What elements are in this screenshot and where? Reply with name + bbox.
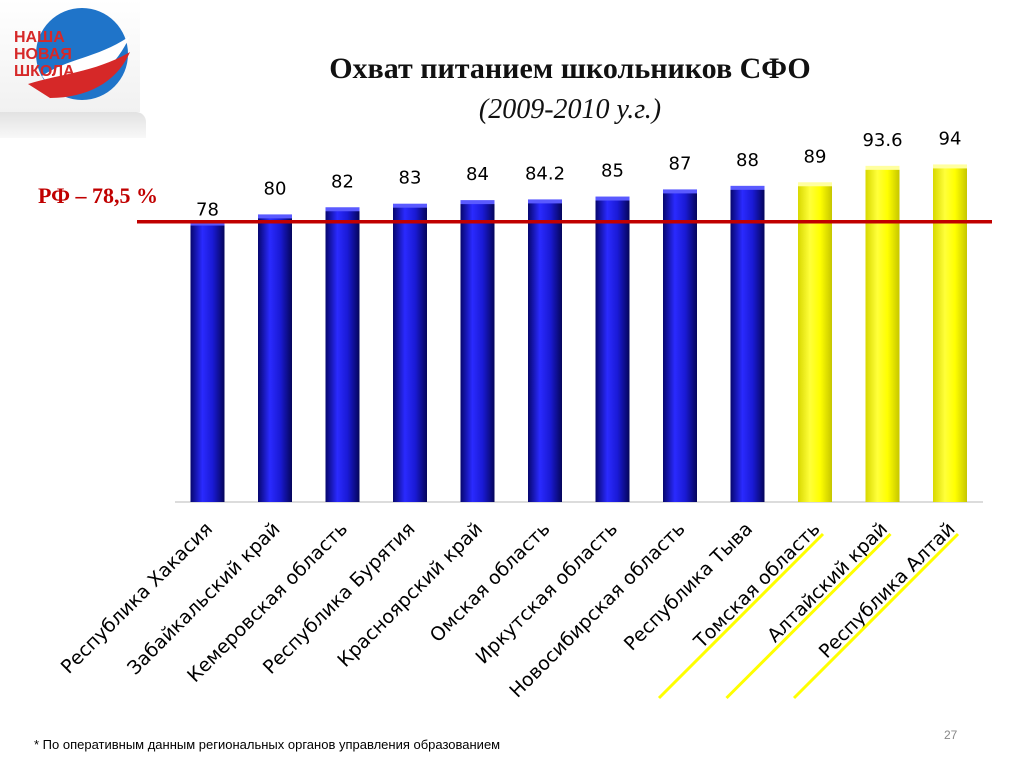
bar-cap-11 — [865, 165, 900, 170]
value-label: 78 — [196, 200, 219, 221]
chart-subtitle: (2009-2010 у.г.) — [478, 94, 662, 125]
bar-2 — [258, 216, 292, 502]
bar-cap-9 — [730, 185, 765, 190]
bar-5 — [460, 202, 495, 502]
logo-line-3: ШКОЛА — [14, 63, 75, 80]
bar-cap-1 — [190, 221, 225, 226]
bar-6 — [528, 201, 562, 502]
logo-line-2: НОВАЯ — [14, 46, 72, 63]
value-label: 87 — [669, 153, 692, 174]
bar-cap-3 — [325, 207, 360, 212]
value-label: 89 — [804, 146, 827, 167]
value-label: 88 — [736, 150, 759, 171]
bar-10 — [798, 184, 832, 502]
page-number: 27 — [944, 728, 958, 742]
bar-cap-2 — [258, 214, 292, 219]
bar-4 — [393, 205, 427, 502]
bar-cap-8 — [663, 189, 697, 194]
bar-cap-12 — [933, 164, 967, 169]
value-label: 84 — [466, 164, 489, 185]
highlight-underline — [792, 532, 960, 700]
value-label: 80 — [264, 178, 287, 199]
value-label: 83 — [399, 168, 422, 189]
category-label: Томская область — [689, 518, 824, 653]
bar-3 — [325, 209, 360, 502]
value-label: 85 — [601, 161, 624, 182]
bar-cap-10 — [798, 182, 832, 187]
bar-1 — [190, 223, 225, 503]
bar-7 — [595, 198, 630, 503]
value-label: 82 — [331, 171, 354, 192]
category-label: Республика Алтай — [815, 518, 960, 663]
category-label: Алтайский край — [763, 518, 892, 647]
bar-cap-6 — [528, 199, 562, 204]
value-label: 94 — [939, 128, 962, 149]
category-label: Республика Тыва — [620, 518, 757, 655]
nasha-novaya-shkola-logo: НАША НОВАЯ ШКОЛА — [14, 8, 130, 100]
reference-label: РФ – 78,5 % — [38, 183, 158, 208]
chart-title: Охват питанием школьников СФО — [329, 52, 811, 85]
value-label: 93.6 — [862, 130, 902, 151]
bar-cap-7 — [595, 196, 630, 201]
value-label: 84.2 — [525, 163, 565, 184]
logo-shadow — [0, 112, 146, 138]
logo-line-1: НАША — [14, 29, 65, 46]
highlight-underline — [725, 532, 892, 700]
bar-8 — [663, 191, 697, 502]
category-label: Омская область — [426, 518, 555, 647]
bar-11 — [865, 167, 900, 502]
bar-9 — [730, 187, 765, 502]
bar-cap-4 — [393, 203, 427, 208]
bar-12 — [933, 166, 967, 503]
footnote: * По оперативным данным региональных орг… — [34, 737, 501, 752]
bar-cap-5 — [460, 200, 495, 205]
highlight-underline — [657, 532, 825, 700]
